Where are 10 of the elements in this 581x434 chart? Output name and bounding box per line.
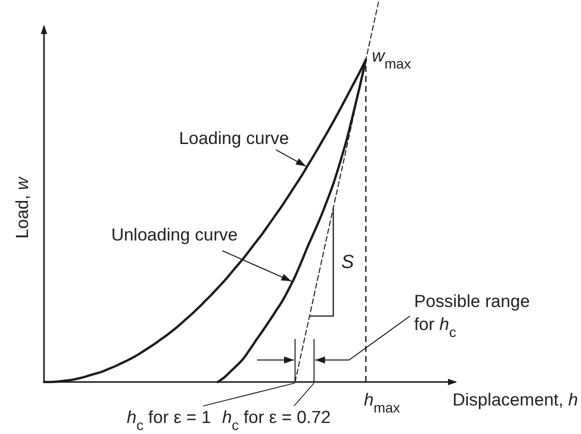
text: h$_{max}$ bbox=[364, 390, 400, 416]
annotation: w$_{max}$ bbox=[372, 46, 411, 72]
x-axis-title: Displacement, h bbox=[452, 390, 578, 410]
series-label: Loading curve bbox=[178, 128, 289, 148]
annotation: S bbox=[341, 252, 354, 273]
text: h$_{c}$ for ε = 1 bbox=[126, 407, 212, 433]
annotation: Possible range for h$_{c}$ bbox=[414, 291, 530, 340]
y-axis-title: Load, w bbox=[12, 176, 32, 239]
text: h$_{c}$ for ε = 0.72 bbox=[222, 407, 331, 433]
annotation: Unloading curve bbox=[111, 224, 238, 245]
